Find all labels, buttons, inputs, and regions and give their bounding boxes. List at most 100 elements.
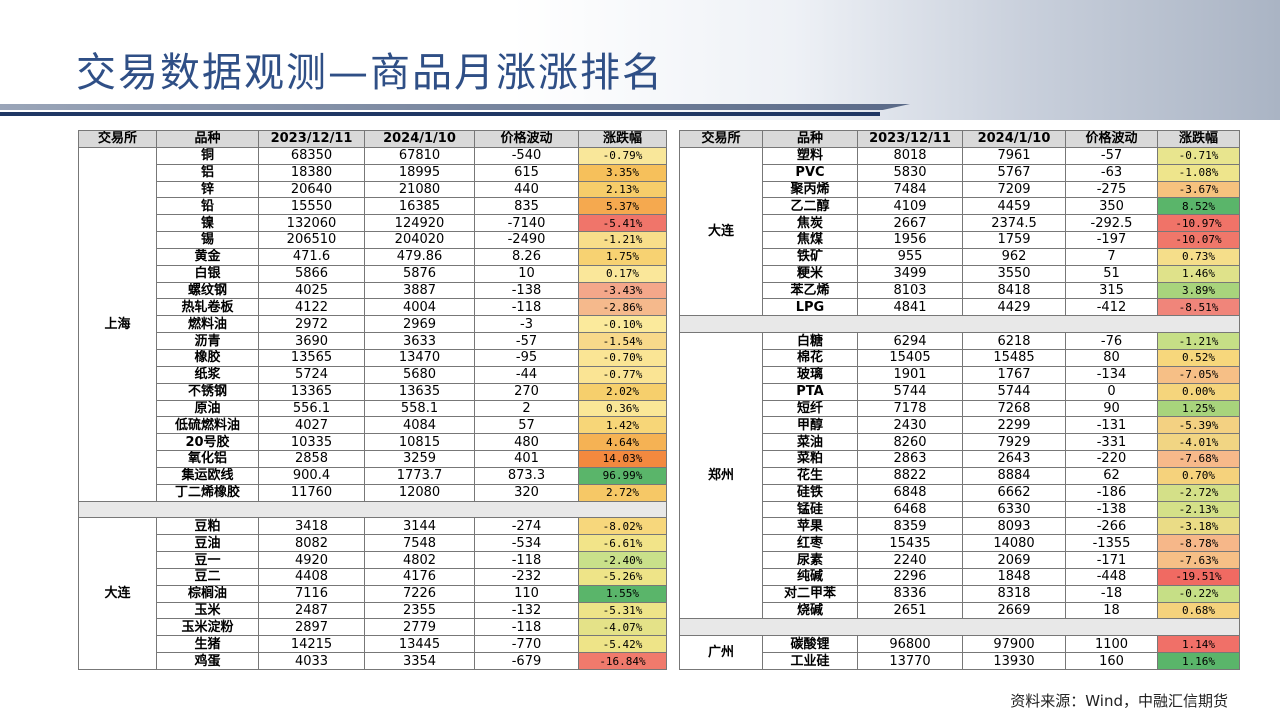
exchange-cell: 上海: [78, 146, 157, 502]
table-row: 玉米淀粉 2897 2779 -118 -4.07%: [79, 618, 667, 637]
product-cell: 鸡蛋: [156, 652, 259, 670]
start-price-cell: 6294: [857, 332, 963, 350]
change-cell: -57: [1065, 146, 1158, 165]
start-price-cell: 556.1: [258, 399, 365, 418]
column-header: 价格波动: [1065, 130, 1158, 148]
pct-cell: -3.43%: [578, 281, 667, 300]
table-row: 棉花 15405 15485 80 0.52%: [680, 348, 1240, 367]
end-price-cell: 2355: [364, 601, 475, 620]
pct-cell: -6.61%: [578, 534, 667, 553]
change-cell: -186: [1065, 483, 1158, 502]
end-price-cell: 2643: [962, 450, 1066, 468]
table-row: 豆二 4408 4176 -232 -5.26%: [79, 567, 667, 586]
end-price-cell: 18995: [364, 163, 475, 182]
table-row: 花生 8822 8884 62 0.70%: [680, 466, 1240, 485]
end-price-cell: 4004: [364, 298, 475, 317]
end-price-cell: 6662: [962, 483, 1066, 502]
table-row: LPG 4841 4429 -412 -8.51%: [680, 298, 1240, 317]
product-cell: 橡胶: [156, 348, 259, 367]
change-cell: -18: [1065, 584, 1158, 603]
start-price-cell: 132060: [258, 214, 365, 233]
start-price-cell: 2863: [857, 450, 963, 468]
end-price-cell: 5876: [364, 264, 475, 283]
change-cell: 440: [474, 180, 579, 199]
end-price-cell: 21080: [364, 180, 475, 199]
column-header: 交易所: [679, 130, 763, 148]
change-cell: -118: [474, 298, 579, 317]
change-cell: -2490: [474, 231, 579, 249]
header-accent-line: [0, 104, 910, 110]
start-price-cell: 4920: [258, 551, 365, 569]
change-cell: 350: [1065, 197, 1158, 216]
start-price-cell: 8822: [857, 466, 963, 485]
change-cell: 320: [474, 483, 579, 502]
product-cell: 丁二烯橡胶: [156, 483, 259, 502]
table-row: 铅 15550 16385 835 5.37%: [79, 197, 667, 216]
column-header: 2024/1/10: [364, 130, 475, 148]
product-cell: 铜: [156, 146, 259, 165]
header-background: [0, 0, 1280, 120]
product-cell: 低硫燃料油: [156, 416, 259, 435]
product-cell: 纸浆: [156, 365, 259, 384]
change-cell: -331: [1065, 433, 1158, 452]
column-header: 价格波动: [474, 130, 579, 148]
end-price-cell: 16385: [364, 197, 475, 216]
table-row: 白银 5866 5876 10 0.17%: [79, 264, 667, 283]
end-price-cell: 3633: [364, 332, 475, 350]
product-cell: 生猪: [156, 635, 259, 654]
end-price-cell: 7961: [962, 146, 1066, 165]
pct-cell: -10.07%: [1157, 231, 1240, 249]
start-price-cell: 8260: [857, 433, 963, 452]
table-row: 豆油 8082 7548 -534 -6.61%: [79, 534, 667, 553]
pct-cell: 0.52%: [1157, 348, 1240, 367]
end-price-cell: 6218: [962, 332, 1066, 350]
product-cell: 白糖: [762, 332, 858, 350]
pct-cell: 1.46%: [1157, 264, 1240, 283]
table-row: 红枣 15435 14080 -1355 -8.78%: [680, 534, 1240, 553]
pct-cell: -7.63%: [1157, 551, 1240, 569]
table-row: 甲醇 2430 2299 -131 -5.39%: [680, 416, 1240, 435]
table-row: 纸浆 5724 5680 -44 -0.77%: [79, 365, 667, 384]
product-cell: 锡: [156, 231, 259, 249]
start-price-cell: 5744: [857, 382, 963, 401]
end-price-cell: 3144: [364, 517, 475, 536]
change-cell: 62: [1065, 466, 1158, 485]
product-cell: 氧化铝: [156, 450, 259, 468]
table-row: 生猪 14215 13445 -770 -5.42%: [79, 635, 667, 654]
end-price-cell: 2779: [364, 618, 475, 637]
change-cell: -7140: [474, 214, 579, 233]
change-cell: -448: [1065, 567, 1158, 586]
table-row: 大连 塑料 8018 7961 -57 -0.71%: [679, 146, 1240, 317]
product-cell: 纯碱: [762, 567, 858, 586]
product-cell: 铝: [156, 163, 259, 182]
table-row: 郑州 白糖 6294 6218 -76 -1.21%: [679, 332, 1240, 620]
start-price-cell: 18380: [258, 163, 365, 182]
pct-cell: 1.14%: [1157, 635, 1240, 654]
product-cell: 短纤: [762, 399, 858, 418]
change-cell: 8.26: [474, 247, 579, 266]
table-row: 氧化铝 2858 3259 401 14.03%: [79, 450, 667, 468]
start-price-cell: 5724: [258, 365, 365, 384]
table-row: 硅铁 6848 6662 -186 -2.72%: [680, 483, 1240, 502]
table-row: 丁二烯橡胶 11760 12080 320 2.72%: [79, 483, 667, 502]
change-cell: 1100: [1065, 635, 1158, 654]
product-cell: 烧碱: [762, 601, 858, 620]
change-cell: 18: [1065, 601, 1158, 620]
start-price-cell: 15550: [258, 197, 365, 216]
table-row: 棕榈油 7116 7226 110 1.55%: [79, 584, 667, 603]
pct-cell: -2.72%: [1157, 483, 1240, 502]
product-cell: 豆二: [156, 567, 259, 586]
product-cell: 花生: [762, 466, 858, 485]
change-cell: -266: [1065, 517, 1158, 536]
pct-cell: -0.71%: [1157, 146, 1240, 165]
product-cell: 焦炭: [762, 214, 858, 233]
column-header: 交易所: [78, 130, 157, 148]
pct-cell: -5.39%: [1157, 416, 1240, 435]
product-cell: 棉花: [762, 348, 858, 367]
pct-cell: 1.42%: [578, 416, 667, 435]
start-price-cell: 3499: [857, 264, 963, 283]
column-header: 品种: [156, 130, 259, 148]
end-price-cell: 1773.7: [364, 466, 475, 485]
start-price-cell: 7178: [857, 399, 963, 418]
end-price-cell: 8093: [962, 517, 1066, 536]
